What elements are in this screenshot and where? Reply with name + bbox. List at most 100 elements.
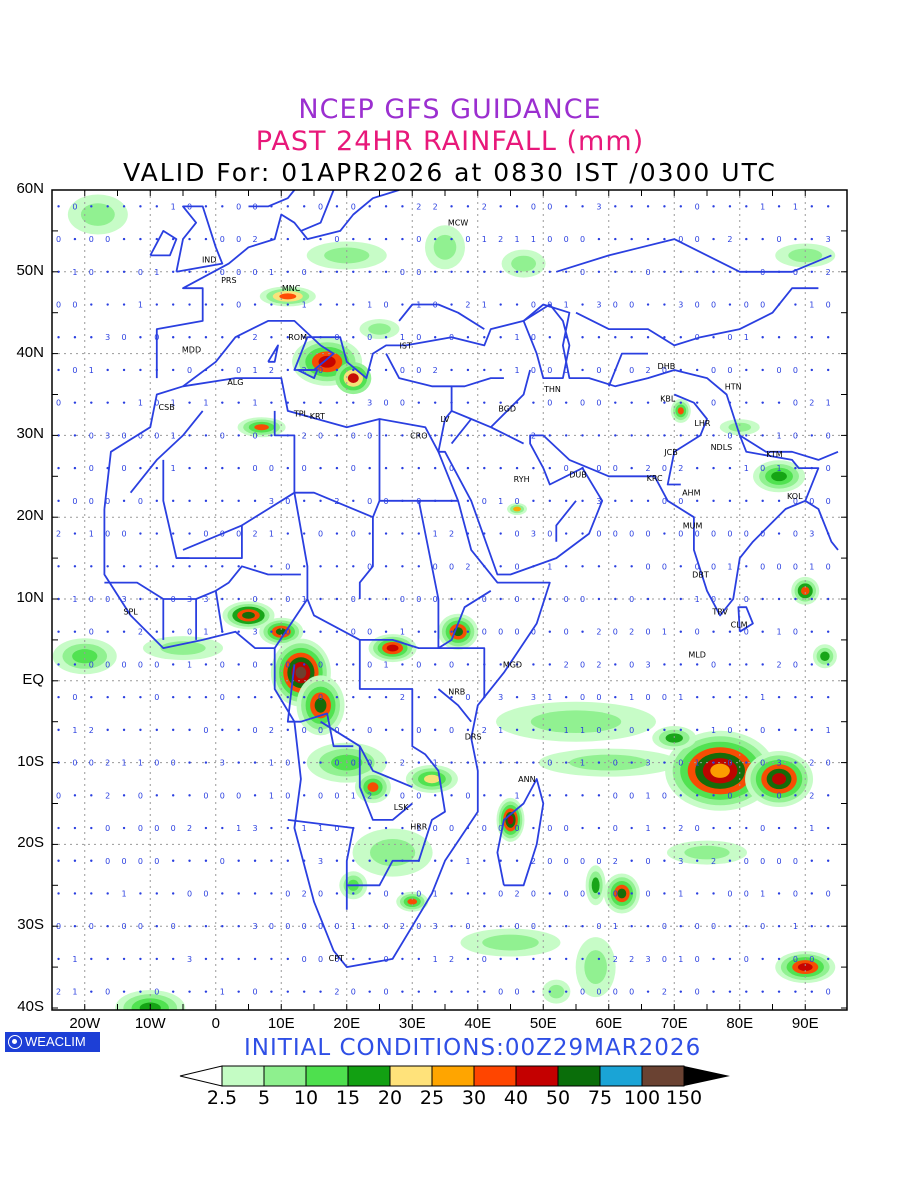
svg-text:0: 0 [678, 497, 683, 506]
svg-text:1: 1 [531, 235, 536, 244]
svg-text:1: 1 [760, 889, 765, 898]
svg-text:0: 0 [465, 693, 470, 702]
svg-text:0: 0 [138, 857, 143, 866]
svg-text:0: 0 [646, 889, 651, 898]
svg-text:0: 0 [826, 988, 831, 997]
svg-text:0: 0 [203, 791, 208, 800]
svg-text:0: 0 [826, 464, 831, 473]
svg-text:0: 0 [564, 235, 569, 244]
svg-text:0: 0 [744, 889, 749, 898]
station-dub: DUB [569, 471, 587, 480]
svg-text:0: 0 [154, 824, 159, 833]
svg-text:0: 0 [105, 824, 110, 833]
svg-text:0: 0 [72, 366, 77, 375]
svg-text:3: 3 [826, 235, 831, 244]
lat-label: 60N [16, 180, 44, 197]
svg-text:3: 3 [318, 857, 323, 866]
svg-text:0: 0 [711, 660, 716, 669]
svg-text:0: 0 [678, 530, 683, 539]
svg-text:0: 0 [236, 301, 241, 310]
svg-text:3: 3 [646, 759, 651, 768]
svg-text:0: 0 [695, 530, 700, 539]
svg-text:0: 0 [449, 464, 454, 473]
lon-label: 50E [529, 1015, 557, 1032]
svg-text:2: 2 [334, 988, 339, 997]
svg-text:0: 0 [351, 530, 356, 539]
svg-text:0: 0 [334, 759, 339, 768]
svg-text:0: 0 [236, 366, 241, 375]
svg-text:0: 0 [547, 857, 552, 866]
svg-text:0: 0 [695, 824, 700, 833]
svg-text:1: 1 [711, 726, 716, 735]
svg-text:1: 1 [400, 333, 405, 342]
svg-text:0: 0 [515, 497, 520, 506]
svg-text:0: 0 [400, 595, 405, 604]
svg-text:3: 3 [678, 301, 683, 310]
station-kol: KOL [787, 492, 803, 501]
svg-text:1: 1 [793, 922, 798, 931]
svg-text:0: 0 [269, 464, 274, 473]
svg-text:0: 0 [122, 922, 127, 931]
svg-text:0: 0 [646, 530, 651, 539]
svg-text:1: 1 [72, 726, 77, 735]
svg-text:0: 0 [613, 889, 618, 898]
svg-text:0: 0 [596, 366, 601, 375]
svg-text:0: 0 [236, 530, 241, 539]
svg-text:0: 0 [89, 268, 94, 277]
svg-text:1: 1 [433, 530, 438, 539]
svg-text:1: 1 [138, 759, 143, 768]
svg-text:2: 2 [56, 530, 61, 539]
svg-text:0: 0 [187, 889, 192, 898]
svg-text:1: 1 [777, 628, 782, 637]
svg-text:2: 2 [449, 530, 454, 539]
svg-text:3: 3 [203, 595, 208, 604]
svg-text:2: 2 [465, 301, 470, 310]
svg-text:3: 3 [253, 628, 258, 637]
svg-text:0: 0 [744, 301, 749, 310]
svg-text:2: 2 [302, 889, 307, 898]
svg-text:0: 0 [760, 759, 765, 768]
svg-text:1: 1 [269, 759, 274, 768]
svg-text:0: 0 [318, 202, 323, 211]
svg-text:0: 0 [351, 628, 356, 637]
svg-text:0: 0 [367, 333, 372, 342]
svg-text:0: 0 [285, 497, 290, 506]
lon-label: 10E [267, 1015, 295, 1032]
svg-text:0: 0 [171, 922, 176, 931]
svg-text:1: 1 [400, 628, 405, 637]
station-hrr: HRR [410, 822, 428, 831]
svg-text:2: 2 [809, 759, 814, 768]
svg-text:0: 0 [498, 988, 503, 997]
svg-text:0: 0 [793, 628, 798, 637]
svg-text:0: 0 [531, 889, 536, 898]
svg-text:0: 0 [515, 530, 520, 539]
svg-text:0: 0 [547, 399, 552, 408]
svg-text:0: 0 [351, 595, 356, 604]
svg-text:0: 0 [367, 726, 372, 735]
svg-text:1: 1 [138, 301, 143, 310]
country-borders [103, 190, 839, 968]
svg-text:2: 2 [465, 562, 470, 571]
svg-text:0: 0 [646, 268, 651, 277]
svg-text:0: 0 [564, 595, 569, 604]
svg-text:0: 0 [695, 202, 700, 211]
colorbar-label: 2.5 [206, 1087, 238, 1109]
svg-text:0: 0 [711, 922, 716, 931]
svg-text:0: 0 [580, 595, 585, 604]
svg-text:2: 2 [613, 955, 618, 964]
svg-text:0: 0 [760, 562, 765, 571]
svg-text:0: 0 [531, 628, 536, 637]
svg-text:0: 0 [547, 235, 552, 244]
svg-text:3: 3 [105, 333, 110, 342]
svg-text:0: 0 [793, 889, 798, 898]
svg-text:1: 1 [613, 922, 618, 931]
svg-text:3: 3 [433, 922, 438, 931]
svg-text:1: 1 [302, 595, 307, 604]
svg-text:0: 0 [302, 726, 307, 735]
svg-text:0: 0 [285, 660, 290, 669]
svg-text:0: 0 [515, 628, 520, 637]
station-mcw: MCW [448, 219, 468, 228]
svg-text:0: 0 [89, 431, 94, 440]
lon-label: 60E [595, 1015, 623, 1032]
